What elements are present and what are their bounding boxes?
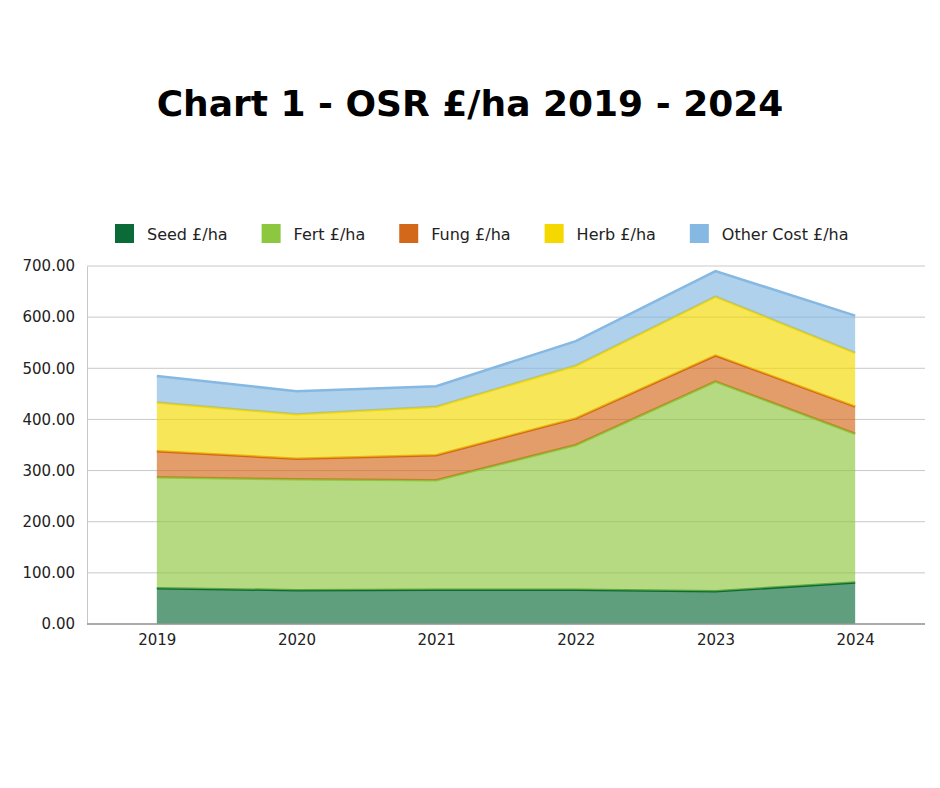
tick-label: 500.00: [23, 360, 76, 378]
legend-item: Seed £/ha: [115, 224, 228, 244]
x-axis: 2019 2020 2021 2022 2023 2024: [87, 624, 925, 649]
tick: 500.00: [23, 360, 88, 378]
legend-swatch: [115, 224, 134, 243]
legend-swatch: [545, 224, 564, 243]
tick-label: 2019: [138, 631, 176, 649]
tick: 0.00: [42, 615, 87, 633]
grid-line: [87, 624, 925, 625]
tick-label: 200.00: [23, 513, 76, 531]
tick-label: 2022: [557, 631, 595, 649]
legend-item: Other Cost £/ha: [690, 224, 849, 244]
tick: 300.00: [23, 462, 88, 480]
tick-label: 300.00: [23, 462, 76, 480]
tick: 2024: [837, 624, 875, 649]
legend-item: Fung £/ha: [399, 224, 510, 244]
legend-label: Other Cost £/ha: [722, 225, 849, 244]
tick-label: 100.00: [23, 564, 76, 582]
tick: 700.00: [23, 257, 88, 275]
tick-label: 0.00: [42, 615, 75, 633]
legend-item: Herb £/ha: [545, 224, 656, 244]
tick-label: 400.00: [23, 411, 76, 429]
legend-swatch: [262, 224, 281, 243]
tick-label: 2023: [697, 631, 735, 649]
tick: 2021: [418, 624, 456, 649]
tick-label: 700.00: [23, 257, 76, 275]
legend-swatch: [690, 224, 709, 243]
tick: 100.00: [23, 564, 88, 582]
tick: 600.00: [23, 308, 88, 326]
legend-label: Herb £/ha: [577, 225, 656, 244]
tick: 2022: [557, 624, 595, 649]
tick: 400.00: [23, 411, 88, 429]
area: [157, 271, 855, 414]
tick-label: 2021: [418, 631, 456, 649]
legend: Seed £/ha Fert £/ha Fung £/ha Herb £/ha Othe…: [115, 224, 849, 244]
tick: 2023: [697, 624, 735, 649]
tick: 2020: [278, 624, 316, 649]
y-axis: 0.00 100.00 200.00 300.00 400.00 500.00 600.00…: [23, 257, 88, 633]
title: Chart 1 - OSR £/ha 2019 - 2024: [157, 83, 784, 124]
chart: Chart 1 - OSR £/ha 2019 - 2024 0.00 100.00…: [0, 0, 940, 788]
grid: [87, 266, 925, 624]
legend-label: Seed £/ha: [147, 225, 228, 244]
grid-line: [87, 266, 925, 267]
x-axis-line: [87, 623, 925, 625]
legend-swatch: [399, 224, 418, 243]
legend-label: Fung £/ha: [431, 225, 510, 244]
tick: 2019: [138, 624, 176, 649]
legend-label: Fert £/ha: [294, 225, 366, 244]
tick-label: 2024: [837, 631, 875, 649]
marks: [157, 271, 855, 624]
tick-label: 600.00: [23, 308, 76, 326]
tick: 200.00: [23, 513, 88, 531]
legend-item: Fert £/ha: [262, 224, 366, 244]
tick-label: 2020: [278, 631, 316, 649]
area-edge: [157, 271, 855, 391]
y-axis-line: [87, 267, 88, 625]
